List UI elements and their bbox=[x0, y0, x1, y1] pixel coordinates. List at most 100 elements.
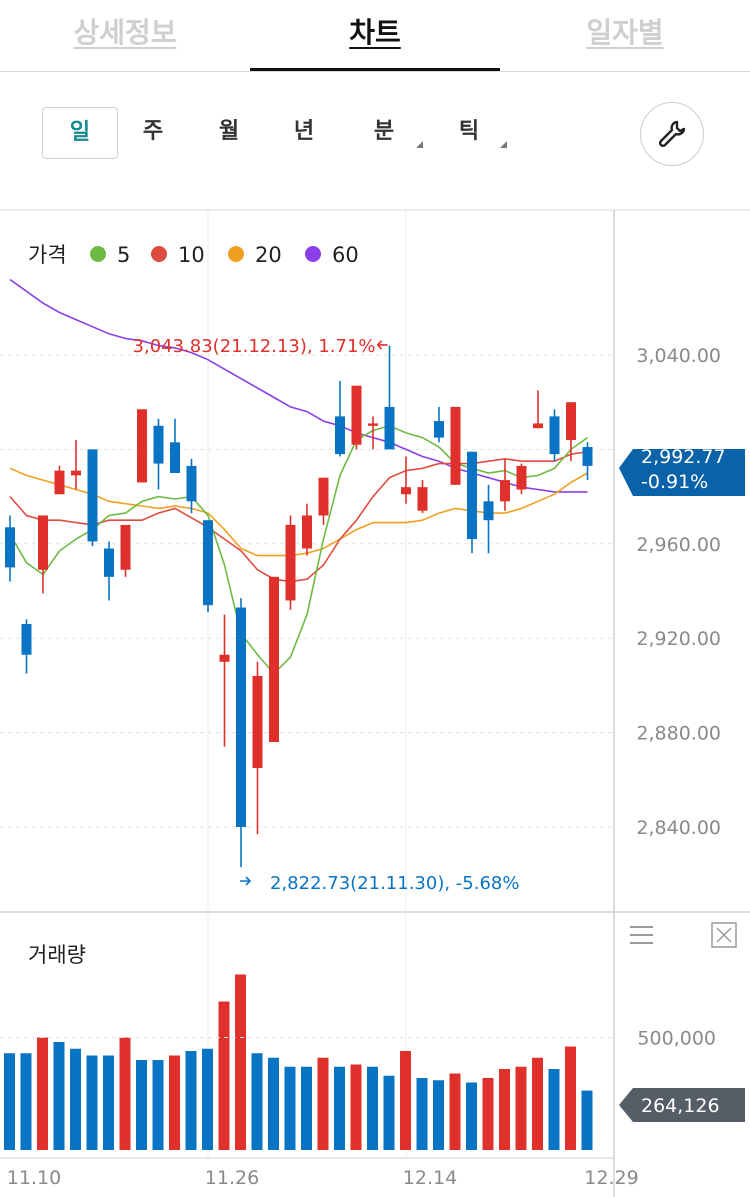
min-arrow-icon bbox=[240, 876, 252, 886]
volume-title: 거래량 bbox=[28, 943, 86, 967]
volume-bar bbox=[400, 1051, 411, 1150]
candle-body bbox=[516, 465, 527, 490]
y-tick-label: 2,880.00 bbox=[636, 723, 721, 745]
candle-body bbox=[170, 442, 180, 473]
ma5-line bbox=[9, 424, 588, 675]
volume-bar bbox=[284, 1066, 296, 1150]
x-tick-label: 12.29 bbox=[584, 1167, 638, 1189]
tab-bar: 상세정보 차트 일자별 bbox=[0, 0, 750, 72]
tick-dropdown-icon[interactable] bbox=[500, 141, 507, 148]
candle-body bbox=[285, 524, 296, 601]
volume-menu-icon[interactable] bbox=[630, 926, 653, 944]
volume-bar bbox=[350, 1064, 362, 1150]
x-tick-label: 12.14 bbox=[403, 1167, 457, 1189]
volume-bar bbox=[70, 1048, 81, 1150]
candle-body bbox=[21, 624, 32, 655]
candle-body bbox=[54, 470, 65, 495]
max-price-annotation: 3,043.83(21.12.13), 1.71% bbox=[133, 336, 376, 357]
candlestick-series bbox=[5, 345, 593, 868]
candle-body bbox=[153, 425, 164, 464]
minute-dropdown-icon[interactable] bbox=[416, 141, 423, 148]
tab-daily[interactable]: 일자별 bbox=[500, 0, 750, 70]
ma10-line bbox=[9, 451, 588, 583]
candle-body bbox=[219, 654, 230, 662]
volume-bar bbox=[37, 1037, 48, 1150]
candle-body bbox=[549, 416, 560, 455]
volume-bar bbox=[466, 1082, 477, 1150]
volume-bar bbox=[383, 1075, 395, 1150]
volume-close-icon[interactable] bbox=[711, 922, 737, 948]
volume-bar bbox=[119, 1037, 131, 1150]
volume-bar bbox=[268, 1057, 279, 1150]
volume-bar bbox=[449, 1073, 461, 1150]
candle-body bbox=[5, 527, 15, 568]
volume-bar bbox=[334, 1066, 345, 1150]
x-tick-label: 11.10 bbox=[7, 1167, 61, 1189]
last-price-badge bbox=[619, 449, 745, 496]
legend-label-ma10: 10 bbox=[178, 243, 205, 267]
volume-bar bbox=[367, 1066, 378, 1150]
volume-bar bbox=[301, 1066, 312, 1150]
tab-label: 상세정보 bbox=[73, 16, 177, 49]
volume-bar bbox=[235, 974, 246, 1150]
legend-label-ma60: 60 bbox=[332, 243, 359, 267]
price-grid bbox=[0, 354, 614, 828]
volume-bar bbox=[218, 1001, 230, 1150]
candle-body bbox=[566, 402, 576, 440]
wrench-icon bbox=[658, 120, 686, 148]
candle-body bbox=[104, 548, 114, 577]
candle-body bbox=[137, 409, 147, 483]
legend-title: 가격 bbox=[28, 243, 67, 267]
last-volume-badge bbox=[619, 1088, 745, 1122]
volume-bar bbox=[548, 1069, 560, 1150]
volume-bar bbox=[565, 1046, 576, 1150]
candle-body bbox=[120, 524, 131, 570]
volume-y-axis: 500,000 264,126 bbox=[0, 1028, 745, 1122]
legend-label-ma20: 20 bbox=[255, 243, 282, 267]
candle-body bbox=[252, 675, 263, 768]
candle-body bbox=[384, 406, 395, 450]
last-price-value: 2,992.77 bbox=[641, 446, 726, 468]
tab-label: 일자별 bbox=[586, 16, 664, 49]
candle-body bbox=[483, 501, 494, 521]
legend-label-ma5: 5 bbox=[117, 243, 130, 267]
period-tick-button[interactable]: 틱 bbox=[458, 119, 480, 144]
period-day-button[interactable]: 일 bbox=[42, 107, 118, 159]
tab-detail-info[interactable]: 상세정보 bbox=[0, 0, 250, 70]
legend-marker-ma60 bbox=[305, 246, 321, 262]
period-week-button[interactable]: 주 bbox=[142, 119, 164, 144]
volume-bar bbox=[53, 1042, 65, 1150]
volume-bar bbox=[4, 1053, 15, 1150]
price-annotations: 3,043.83(21.12.13), 1.71% 2,822.73(21.11.… bbox=[133, 336, 745, 894]
tab-chart[interactable]: 차트 bbox=[250, 0, 500, 71]
candle-body bbox=[302, 515, 312, 549]
chart-settings-button[interactable] bbox=[640, 102, 704, 166]
y-tick-label: 3,040.00 bbox=[636, 345, 721, 367]
volume-bar bbox=[185, 1051, 197, 1150]
date-x-axis: 11.10 11.26 12.14 12.29 bbox=[7, 1167, 639, 1189]
volume-bar bbox=[202, 1048, 213, 1150]
volume-bar bbox=[499, 1069, 510, 1150]
volume-bar bbox=[515, 1066, 527, 1150]
ma60-line bbox=[9, 278, 588, 493]
period-selector: 일 주 월 년 분 틱 bbox=[0, 72, 750, 210]
y-tick-label: 2,960.00 bbox=[636, 534, 721, 556]
candle-body bbox=[38, 515, 48, 570]
volume-bar bbox=[581, 1090, 593, 1150]
period-minute-button[interactable]: 분 bbox=[373, 119, 395, 144]
period-year-button[interactable]: 년 bbox=[293, 119, 315, 144]
volume-bar bbox=[532, 1057, 543, 1150]
candle-body bbox=[450, 406, 461, 485]
candle-body bbox=[401, 487, 411, 495]
period-month-button[interactable]: 월 bbox=[218, 119, 240, 144]
candle-body bbox=[368, 423, 378, 426]
max-arrow-icon bbox=[376, 340, 388, 350]
volume-bar bbox=[169, 1055, 180, 1150]
volume-tick-label: 500,000 bbox=[637, 1028, 716, 1050]
min-price-annotation: 2,822.73(21.11.30), -5.68% bbox=[270, 873, 519, 894]
candle-body bbox=[351, 385, 362, 445]
x-tick-label: 11.26 bbox=[205, 1167, 259, 1189]
candle-body bbox=[87, 449, 98, 542]
volume-series bbox=[4, 974, 593, 1150]
